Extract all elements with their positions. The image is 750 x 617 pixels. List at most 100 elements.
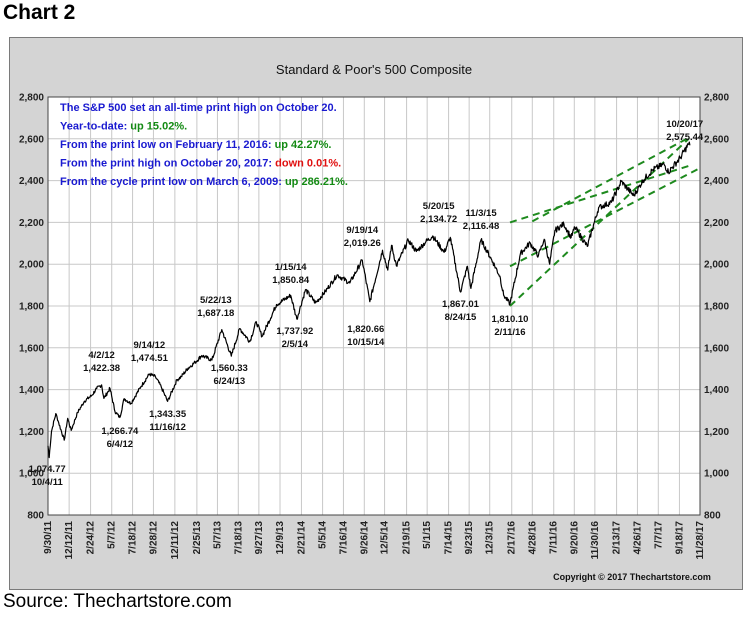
annotation-label: 2,019.26 xyxy=(344,238,381,249)
info-segment: up 15.02%. xyxy=(130,121,187,133)
annotation-label: 11/3/15 xyxy=(465,208,497,219)
annotation-label: 1/15/14 xyxy=(275,262,307,273)
info-segment: up 42.27%. xyxy=(275,139,332,151)
info-segment: Year-to-date: xyxy=(60,121,130,133)
annotation-label: 6/24/13 xyxy=(213,376,245,387)
annotation-label: 5/20/15 xyxy=(423,201,455,212)
annotation-label: 10/4/11 xyxy=(32,477,64,488)
x-tick-label: 2/17/16 xyxy=(507,521,518,555)
annotation-label: 5/22/13 xyxy=(200,295,232,306)
x-tick-label: 4/26/17 xyxy=(632,521,643,555)
info-line: From the cycle print low on March 6, 200… xyxy=(60,176,348,188)
annotation-label: 2,116.48 xyxy=(463,221,499,232)
x-tick-label: 12/9/13 xyxy=(275,521,286,555)
trend-channel-line xyxy=(509,138,690,307)
x-tick-label: 7/16/14 xyxy=(338,521,349,555)
x-tick-label: 7/18/12 xyxy=(128,521,139,555)
y-tick-label-left: 1,400 xyxy=(19,385,44,396)
y-tick-label-left: 1,000 xyxy=(19,469,44,480)
y-tick-label-right: 2,400 xyxy=(704,176,729,187)
x-tick-label: 5/7/13 xyxy=(212,521,223,549)
x-tick-label: 2/21/14 xyxy=(296,521,307,555)
x-tick-label: 9/26/14 xyxy=(359,521,370,555)
x-tick-label: 7/11/16 xyxy=(549,521,560,554)
x-tick-label: 12/12/11 xyxy=(64,521,75,560)
info-segment: From the print low on February 11, 2016: xyxy=(60,139,275,151)
y-tick-label-left: 1,800 xyxy=(19,302,44,313)
info-line: From the print high on October 20, 2017:… xyxy=(60,158,341,170)
price-line xyxy=(47,141,691,459)
annotation-label: 1,422.38 xyxy=(83,363,120,374)
y-tick-label-left: 2,400 xyxy=(19,176,44,187)
annotation-label: 4/2/12 xyxy=(88,350,114,361)
annotation-label: 1,867.01 xyxy=(442,299,480,310)
chart-title: Standard & Poor's 500 Composite xyxy=(276,62,472,77)
x-tick-label: 5/5/14 xyxy=(318,521,329,549)
chart-heading: Chart 2 xyxy=(3,1,76,24)
annotation-label: 8/24/15 xyxy=(445,312,477,323)
annotation-label: 1,343.35 xyxy=(149,409,187,420)
x-tick-label: 9/18/17 xyxy=(674,521,685,555)
x-tick-label: 2/13/17 xyxy=(612,521,623,555)
y-tick-label-right: 1,800 xyxy=(704,302,729,313)
annotation-label: 9/14/12 xyxy=(134,340,166,351)
y-tick-label-right: 1,200 xyxy=(704,427,729,438)
x-tick-label: 2/25/13 xyxy=(192,521,203,555)
source-caption: Source: Thechartstore.com xyxy=(3,591,232,612)
info-segment: up 286.21%. xyxy=(285,176,348,188)
y-tick-label-right: 800 xyxy=(704,511,721,522)
x-tick-label: 9/30/11 xyxy=(43,521,54,554)
annotation-label: 9/19/14 xyxy=(346,225,378,236)
annotation-label: 1,737.92 xyxy=(276,326,313,337)
x-tick-label: 2/19/15 xyxy=(402,521,413,555)
annotation-label: 1,266.74 xyxy=(101,426,139,437)
annotation-label: 2,575.44 xyxy=(666,132,704,143)
y-tick-label-left: 2,800 xyxy=(19,93,44,104)
x-tick-label: 12/3/15 xyxy=(485,521,496,555)
x-tick-label: 11/28/17 xyxy=(695,521,706,560)
annotation-label: 1,474.51 xyxy=(131,353,169,364)
copyright-text: Copyright © 2017 Thechartstore.com xyxy=(553,572,711,582)
trend-channel-line xyxy=(509,165,690,224)
y-tick-label-right: 1,400 xyxy=(704,385,729,396)
annotation-label: 10/15/14 xyxy=(347,337,385,348)
x-tick-label: 2/24/12 xyxy=(86,521,97,555)
info-line: Year-to-date: up 15.02%. xyxy=(60,121,187,133)
info-segment: From the cycle print low on March 6, 200… xyxy=(60,176,285,188)
annotation-label: 6/4/12 xyxy=(107,439,133,450)
annotation-label: 2,134.72 xyxy=(420,214,457,225)
y-tick-label-left: 2,000 xyxy=(19,260,44,271)
y-tick-label-right: 2,000 xyxy=(704,260,729,271)
annotation-label: 1,820.66 xyxy=(347,324,384,335)
plot-border xyxy=(47,96,701,516)
annotation-label: 10/20/17 xyxy=(666,119,703,130)
info-segment: From the print high on October 20, 2017: xyxy=(60,158,275,170)
info-line: The S&P 500 set an all-time print high o… xyxy=(60,102,337,114)
y-tick-label-right: 2,600 xyxy=(704,134,729,145)
info-segment: The S&P 500 set an all-time print high o… xyxy=(60,102,337,114)
x-tick-label: 9/27/13 xyxy=(254,521,265,555)
x-tick-label: 12/11/12 xyxy=(170,521,181,560)
y-tick-label-left: 2,600 xyxy=(19,134,44,145)
info-segment: down 0.01%. xyxy=(275,158,341,170)
x-tick-label: 11/30/16 xyxy=(590,521,601,560)
x-tick-label: 7/18/13 xyxy=(233,521,244,555)
y-tick-label-right: 1,000 xyxy=(704,469,729,480)
annotation-label: 1,560.33 xyxy=(211,363,248,374)
annotation-label: 1,810.10 xyxy=(491,314,528,325)
annotation-label: 1,074.77 xyxy=(29,464,66,475)
y-tick-label-right: 1,600 xyxy=(704,343,729,354)
x-tick-label: 9/28/12 xyxy=(148,521,159,555)
x-tick-label: 12/5/14 xyxy=(380,521,391,555)
x-tick-label: 7/7/17 xyxy=(653,521,664,549)
x-tick-label: 5/1/15 xyxy=(422,521,433,549)
y-tick-label-left: 1,200 xyxy=(19,427,44,438)
annotation-label: 2/11/16 xyxy=(494,327,525,338)
annotation-label: 1,850.84 xyxy=(272,275,310,286)
trend-channel-line xyxy=(531,136,690,223)
annotation-label: 11/16/12 xyxy=(149,422,185,433)
info-line: From the print low on February 11, 2016:… xyxy=(60,139,331,151)
y-tick-label-left: 800 xyxy=(27,511,44,522)
annotation-label: 2/5/14 xyxy=(282,339,309,350)
